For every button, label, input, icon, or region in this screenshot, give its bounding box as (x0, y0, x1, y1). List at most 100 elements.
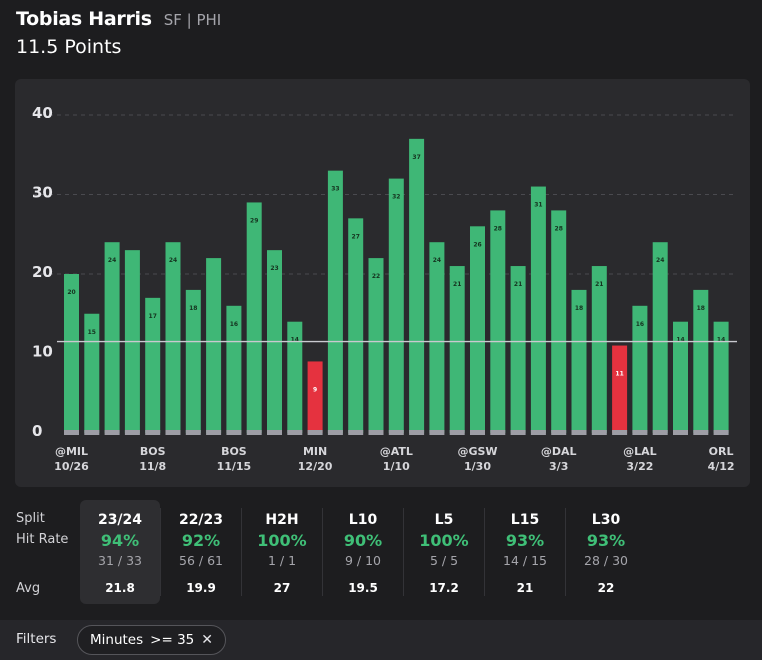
game-bar[interactable] (551, 210, 567, 433)
minutes-strip (449, 430, 465, 435)
split-row-label: Split (16, 511, 45, 526)
bar-value-label: 33 (331, 186, 339, 193)
split-hit-count: 9 / 10 (344, 553, 382, 568)
minutes-strip (632, 430, 648, 435)
x-tick-date: 11/15 (217, 460, 252, 473)
split-column-l30[interactable]: L30 93% 28 / 30 22 (566, 500, 646, 604)
game-bar[interactable] (327, 170, 343, 433)
game-bar[interactable] (206, 258, 222, 433)
game-bar[interactable] (591, 266, 607, 433)
x-tick-date: 3/3 (549, 460, 568, 473)
split-name: L30 (591, 512, 621, 528)
minutes-strip (470, 430, 485, 435)
minutes-strip (165, 430, 181, 435)
game-bar[interactable] (84, 313, 100, 433)
game-bar[interactable] (185, 289, 201, 433)
game-bar[interactable] (226, 305, 242, 433)
split-average: 21.8 (105, 581, 135, 595)
game-bar[interactable] (612, 345, 628, 433)
split-average: 22 (597, 581, 615, 595)
minutes-strip (206, 430, 222, 435)
game-bar[interactable] (470, 226, 485, 433)
split-divider (241, 508, 242, 596)
game-bar[interactable] (571, 289, 587, 433)
split-column-h2h[interactable]: H2H 100% 1 / 1 27 (242, 500, 322, 604)
game-bar[interactable] (368, 258, 384, 433)
bar-value-label: 21 (453, 281, 461, 288)
game-bar[interactable] (348, 218, 364, 433)
split-hit-rate: 93% (505, 531, 545, 550)
close-icon[interactable]: ✕ (201, 632, 213, 648)
split-name: L5 (434, 512, 454, 528)
game-bar[interactable] (307, 361, 323, 433)
split-column-l15[interactable]: L15 93% 14 / 15 21 (485, 500, 565, 604)
bar-value-label: 17 (149, 313, 157, 320)
game-bar[interactable] (104, 242, 120, 433)
game-bar[interactable] (246, 202, 262, 433)
game-bar[interactable] (490, 210, 506, 433)
bar-value-label: 29 (250, 217, 258, 224)
y-tick-label: 20 (32, 263, 53, 281)
minutes-strip (429, 430, 445, 435)
split-name: L15 (510, 512, 540, 528)
bar-value-label: 22 (372, 273, 380, 280)
split-column-l10[interactable]: L10 90% 9 / 10 19.5 (323, 500, 403, 604)
game-bar[interactable] (652, 242, 668, 433)
bar-value-label: 20 (67, 289, 75, 296)
split-name: 22/23 (178, 512, 224, 528)
split-average: 21 (516, 581, 534, 595)
avg-row-label: Avg (16, 581, 41, 596)
minutes-filter-chip[interactable]: Minutes >= 35 ✕ (77, 625, 226, 655)
minutes-strip (226, 430, 242, 435)
bar-value-label: 26 (473, 241, 481, 248)
minutes-strip (64, 430, 79, 435)
split-hit-count: 56 / 61 (179, 553, 223, 568)
game-bar[interactable] (713, 321, 729, 433)
split-hit-count: 14 / 15 (503, 553, 547, 568)
game-bar[interactable] (449, 266, 465, 433)
bar-value-label: 16 (636, 321, 644, 328)
split-hit-rate: 94% (100, 531, 140, 550)
x-tick-opponent: ORL (709, 445, 734, 458)
filter-chip-name: Minutes (90, 632, 144, 648)
split-hit-rate: 90% (343, 531, 383, 550)
game-bar[interactable] (673, 321, 688, 433)
bar-value-label: 21 (595, 281, 603, 288)
minutes-strip (551, 430, 567, 435)
minutes-strip (713, 430, 729, 435)
bar-value-label: 32 (392, 194, 400, 201)
y-tick-label: 40 (32, 104, 53, 122)
x-tick-opponent: @LAL (623, 445, 657, 458)
bar-value-label: 28 (494, 225, 502, 232)
game-log-chart: 0 10 20 30 40 20 15 24 17 24 18 16 29 23 14 9 33 27 22 32 37… (15, 79, 750, 487)
bar-value-label: 14 (676, 337, 684, 344)
split-column-l5[interactable]: L5 100% 5 / 5 17.2 (404, 500, 484, 604)
game-bar[interactable] (145, 297, 161, 433)
split-column-23-24[interactable]: 23/24 94% 31 / 33 21.8 (80, 500, 160, 604)
game-bar[interactable] (693, 289, 709, 433)
x-tick-date: 11/8 (139, 460, 166, 473)
minutes-strip (267, 430, 282, 435)
y-tick-label: 10 (32, 343, 53, 361)
game-bar[interactable] (287, 321, 303, 433)
game-bar[interactable] (409, 138, 425, 433)
x-tick-date: 1/30 (464, 460, 491, 473)
bar-value-label: 27 (352, 233, 360, 240)
game-bar[interactable] (530, 186, 546, 433)
split-name: H2H (265, 512, 299, 528)
game-bar[interactable] (64, 274, 79, 433)
game-bar[interactable] (165, 242, 181, 433)
hit-rate-row-label: Hit Rate (16, 532, 69, 547)
minutes-strip (591, 430, 607, 435)
minutes-strip (409, 430, 425, 435)
game-bar[interactable] (388, 178, 404, 433)
game-bar[interactable] (429, 242, 445, 433)
game-bar[interactable] (510, 266, 526, 433)
bar-value-label: 16 (230, 321, 238, 328)
game-bar[interactable] (632, 305, 648, 433)
split-divider (403, 508, 404, 596)
split-hit-rate: 100% (419, 531, 469, 550)
bar-value-label: 9 (313, 386, 317, 393)
split-column-22-23[interactable]: 22/23 92% 56 / 61 19.9 (161, 500, 241, 604)
minutes-strip (124, 430, 140, 435)
